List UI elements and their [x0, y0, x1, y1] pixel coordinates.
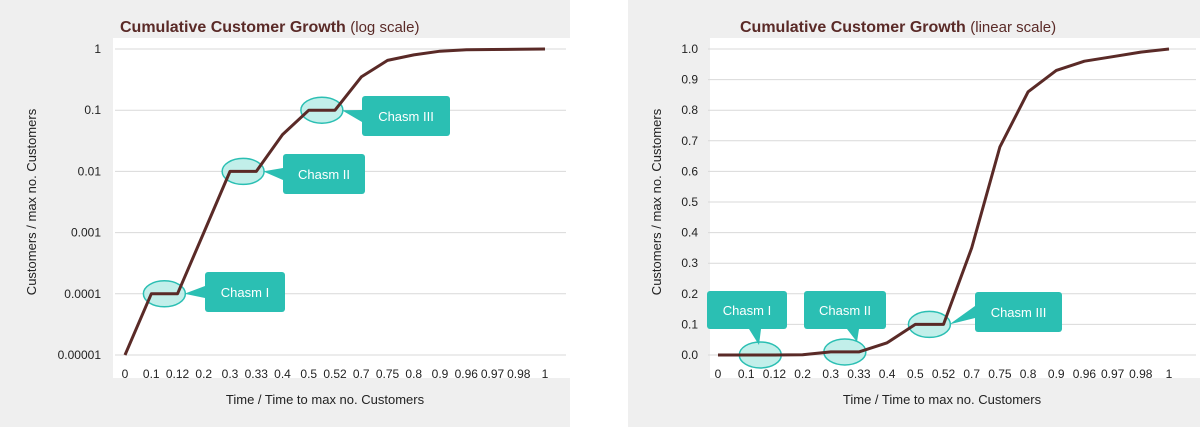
x-tick-label: 0.7 — [963, 367, 980, 381]
x-tick-label: 0 — [122, 367, 129, 381]
x-tick-label: 1 — [1166, 367, 1173, 381]
y-tick-label: 0.01 — [78, 164, 102, 178]
x-axis-label: Time / Time to max no. Customers — [843, 392, 1042, 407]
x-tick-label: 0.9 — [432, 367, 449, 381]
y-tick-label: 0.001 — [71, 226, 101, 240]
x-tick-label: 0.7 — [353, 367, 370, 381]
x-tick-label: 0.33 — [245, 367, 269, 381]
callout-label: Chasm III — [378, 109, 434, 124]
callout-pointer — [949, 306, 975, 325]
x-tick-label: 0.8 — [405, 367, 422, 381]
plot-area — [113, 38, 570, 378]
callout-pointer — [263, 168, 283, 180]
callout-box — [975, 292, 1062, 332]
x-tick-label: 0.52 — [323, 367, 347, 381]
x-tick-label: 0 — [715, 367, 722, 381]
callout-box — [283, 154, 365, 194]
callout-label: Chasm I — [723, 303, 771, 318]
y-tick-label: 0.7 — [681, 134, 698, 148]
x-tick-label: 0.98 — [507, 367, 531, 381]
y-tick-label: 0.6 — [681, 164, 698, 178]
chart-title: Cumulative Customer Growth (log scale) — [120, 19, 419, 36]
y-tick-label: 1 — [94, 42, 101, 56]
x-tick-label: 1 — [542, 367, 549, 381]
linear-scale-chart-panel: Cumulative Customer Growth (linear scale… — [628, 0, 1200, 427]
chart-title: Cumulative Customer Growth (linear scale… — [740, 19, 1056, 36]
y-tick-label: 0.1 — [681, 317, 698, 331]
x-tick-label: 0.3 — [822, 367, 839, 381]
x-tick-label: 0.75 — [376, 367, 400, 381]
callout-box — [804, 291, 886, 329]
log-scale-chart-panel: Cumulative Customer Growth (log scale) T… — [0, 0, 570, 427]
chasm-callout: Chasm II — [263, 154, 365, 194]
x-tick-label: 0.5 — [907, 367, 924, 381]
callout-box — [707, 291, 787, 329]
chasm-callout: Chasm I — [707, 291, 787, 345]
x-tick-label: 0.97 — [1101, 367, 1125, 381]
y-tick-label: 1.0 — [681, 42, 698, 56]
x-tick-label: 0.52 — [932, 367, 956, 381]
y-axis-label: Customers / max no. Customers — [649, 108, 664, 295]
y-tick-label: 0.5 — [681, 195, 698, 209]
chasm-callout: Chasm I — [184, 272, 285, 312]
x-tick-label: 0.5 — [300, 367, 317, 381]
y-tick-label: 0.9 — [681, 73, 698, 87]
callout-pointer — [184, 286, 205, 298]
y-tick-label: 0.0 — [681, 348, 698, 362]
callout-box — [362, 96, 450, 136]
chasm-callout: Chasm III — [341, 96, 450, 136]
x-tick-label: 0.3 — [222, 367, 239, 381]
x-tick-label: 0.4 — [274, 367, 291, 381]
x-tick-label: 0.2 — [794, 367, 811, 381]
x-tick-label: 0.1 — [143, 367, 160, 381]
callout-pointer — [847, 329, 859, 342]
y-tick-label: 0.0001 — [64, 287, 101, 301]
x-axis-label: Time / Time to max no. Customers — [226, 392, 425, 407]
x-tick-label: 0.12 — [763, 367, 787, 381]
x-tick-label: 0.9 — [1048, 367, 1065, 381]
callout-box — [205, 272, 285, 312]
chasm-callout: Chasm III — [949, 292, 1062, 332]
y-axis-label: Customers / max no. Customers — [24, 108, 39, 295]
x-tick-label: 0.1 — [738, 367, 755, 381]
callout-label: Chasm III — [991, 305, 1047, 320]
linear-scale-chart: Cumulative Customer Growth (linear scale… — [649, 19, 1200, 407]
x-tick-label: 0.97 — [481, 367, 505, 381]
y-tick-label: 0.8 — [681, 103, 698, 117]
x-tick-label: 0.96 — [1073, 367, 1097, 381]
y-tick-label: 0.2 — [681, 287, 698, 301]
x-tick-label: 0.12 — [166, 367, 190, 381]
callout-pointer — [341, 110, 362, 122]
callout-label: Chasm II — [819, 303, 871, 318]
y-tick-label: 0.1 — [84, 103, 101, 117]
chasm-callout: Chasm II — [804, 291, 886, 342]
callout-pointer — [749, 329, 761, 345]
callout-label: Chasm II — [298, 167, 350, 182]
x-tick-label: 0.2 — [195, 367, 212, 381]
x-tick-label: 0.96 — [455, 367, 479, 381]
y-tick-label: 0.00001 — [58, 348, 102, 362]
callout-label: Chasm I — [221, 285, 269, 300]
x-tick-label: 0.4 — [879, 367, 896, 381]
log-scale-chart: Cumulative Customer Growth (log scale) T… — [24, 19, 570, 407]
y-tick-label: 0.3 — [681, 256, 698, 270]
y-tick-label: 0.4 — [681, 226, 698, 240]
x-tick-label: 0.98 — [1129, 367, 1153, 381]
x-tick-label: 0.75 — [988, 367, 1012, 381]
x-tick-label: 0.8 — [1020, 367, 1037, 381]
x-tick-label: 0.33 — [847, 367, 871, 381]
